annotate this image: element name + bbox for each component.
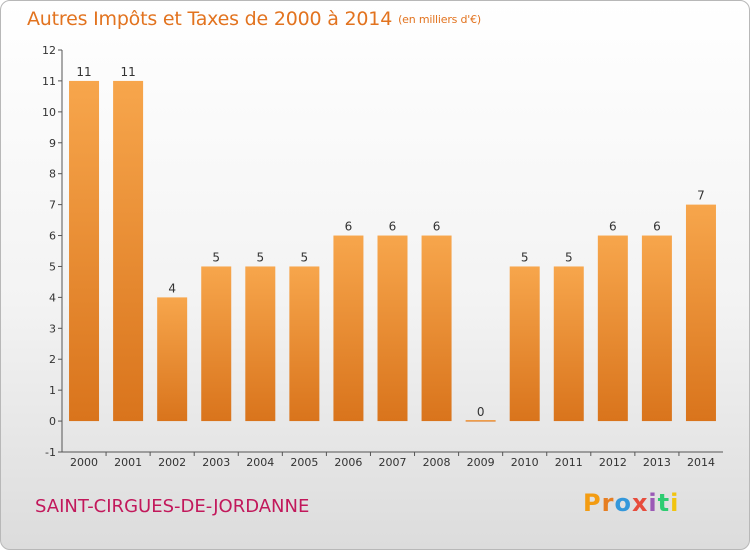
bar	[377, 235, 408, 422]
logo-letter: P	[583, 489, 602, 517]
x-tick-label: 2013	[643, 456, 671, 469]
logo-letter: t	[657, 489, 671, 517]
proxiti-logo: Proxiti	[583, 489, 679, 517]
y-tick-label: 6	[49, 230, 56, 243]
bar	[245, 266, 276, 422]
data-label: 6	[433, 220, 441, 234]
data-label: 7	[697, 189, 705, 203]
logo-letter: r	[601, 489, 615, 517]
y-tick-label: -1	[45, 446, 56, 459]
data-label: 4	[168, 281, 176, 295]
logo-letter: x	[631, 489, 649, 517]
bar	[509, 266, 540, 422]
logo-letter: o	[614, 489, 632, 517]
x-tick-label: 2002	[158, 456, 186, 469]
data-label: 6	[609, 220, 617, 234]
commune-name: SAINT-CIRGUES-DE-JORDANNE	[35, 496, 310, 517]
logo-letter: i	[670, 489, 680, 517]
y-tick-label: 7	[49, 199, 56, 212]
y-tick-label: 5	[49, 260, 56, 273]
data-label: 5	[301, 250, 309, 264]
bar	[113, 80, 144, 422]
bar	[465, 420, 496, 422]
y-tick-label: 2	[49, 353, 56, 366]
x-tick-label: 2001	[114, 456, 142, 469]
bar	[597, 235, 628, 422]
x-tick-label: 2009	[467, 456, 495, 469]
bar	[201, 266, 232, 422]
y-tick-label: 12	[42, 44, 56, 57]
x-tick-label: 2011	[555, 456, 583, 469]
bar	[641, 235, 672, 422]
y-tick-label: 0	[49, 415, 56, 428]
data-label: 6	[389, 220, 397, 234]
data-label: 11	[76, 65, 91, 79]
x-tick-label: 2004	[246, 456, 274, 469]
bars-layer	[69, 80, 716, 422]
data-label: 6	[653, 220, 661, 234]
bar	[421, 235, 452, 422]
x-tick-label: 2000	[70, 456, 98, 469]
y-tick-label: 10	[42, 106, 56, 119]
data-label: 6	[345, 220, 353, 234]
bar	[289, 266, 320, 422]
bar	[69, 80, 100, 422]
x-tick-label: 2003	[202, 456, 230, 469]
y-tick-label: 11	[42, 75, 56, 88]
y-tick-label: 8	[49, 168, 56, 181]
y-tick-label: 4	[49, 291, 56, 304]
data-label: 5	[521, 250, 529, 264]
chart-title: Autres Impôts et Taxes de 2000 à 2014 (en…	[27, 8, 481, 30]
chart-title-text: Autres Impôts et Taxes de 2000 à 2014	[27, 8, 393, 30]
logo-letter: i	[648, 489, 658, 517]
bar	[157, 297, 188, 422]
x-tick-label: 2008	[423, 456, 451, 469]
chart-unit: (en milliers d'€)	[398, 13, 481, 26]
x-tick-label: 2010	[511, 456, 539, 469]
x-tick-label: 2005	[290, 456, 318, 469]
x-tick-label: 2006	[334, 456, 362, 469]
data-label: 5	[256, 250, 264, 264]
data-label: 11	[120, 65, 135, 79]
y-tick-label: 3	[49, 322, 56, 335]
x-tick-label: 2007	[379, 456, 407, 469]
bar	[333, 235, 364, 422]
bar	[685, 204, 716, 422]
y-tick-label: 9	[49, 137, 56, 150]
bar	[553, 266, 584, 422]
x-tick-label: 2012	[599, 456, 627, 469]
data-label: 0	[477, 405, 485, 419]
x-tick-label: 2014	[687, 456, 715, 469]
data-label: 5	[212, 250, 220, 264]
data-label: 5	[565, 250, 573, 264]
y-tick-label: 1	[49, 384, 56, 397]
labels-layer: 11 11 4 5 5 5 6 6 6 0 5 5 6 6 7	[76, 65, 704, 419]
